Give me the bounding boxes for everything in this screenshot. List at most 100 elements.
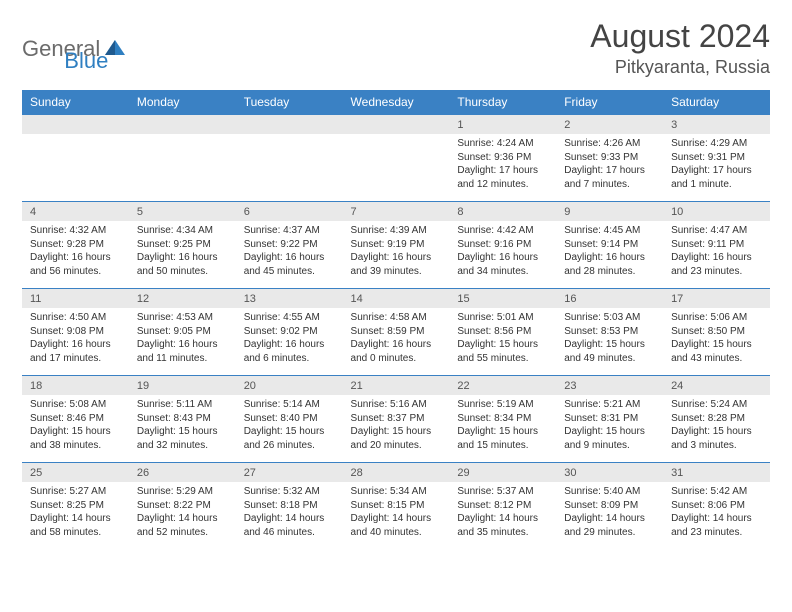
daylight-line: Daylight: 15 hours and 20 minutes. bbox=[351, 425, 442, 452]
day-data-row: Sunrise: 4:50 AMSunset: 9:08 PMDaylight:… bbox=[22, 308, 770, 376]
day-number-cell: 14 bbox=[343, 289, 450, 309]
sunrise-line: Sunrise: 4:29 AM bbox=[671, 137, 762, 151]
sunrise-line: Sunrise: 4:34 AM bbox=[137, 224, 228, 238]
day-number-row: 123 bbox=[22, 115, 770, 135]
daylight-line: Daylight: 14 hours and 23 minutes. bbox=[671, 512, 762, 539]
day-number-cell: 30 bbox=[556, 463, 663, 483]
day-number-cell: 26 bbox=[129, 463, 236, 483]
daylight-line: Daylight: 17 hours and 12 minutes. bbox=[457, 164, 548, 191]
sunrise-line: Sunrise: 5:21 AM bbox=[564, 398, 655, 412]
day-number-cell: 17 bbox=[663, 289, 770, 309]
day-number-cell: 15 bbox=[449, 289, 556, 309]
sunrise-line: Sunrise: 5:16 AM bbox=[351, 398, 442, 412]
day-data-cell bbox=[236, 134, 343, 202]
day-data-cell: Sunrise: 4:24 AMSunset: 9:36 PMDaylight:… bbox=[449, 134, 556, 202]
day-number-cell: 4 bbox=[22, 202, 129, 222]
day-number-cell: 3 bbox=[663, 115, 770, 135]
sunset-line: Sunset: 9:02 PM bbox=[244, 325, 335, 339]
sunrise-line: Sunrise: 5:32 AM bbox=[244, 485, 335, 499]
day-number-row: 11121314151617 bbox=[22, 289, 770, 309]
day-number-cell: 22 bbox=[449, 376, 556, 396]
sunset-line: Sunset: 8:46 PM bbox=[30, 412, 121, 426]
day-number-cell: 25 bbox=[22, 463, 129, 483]
sunrise-line: Sunrise: 4:55 AM bbox=[244, 311, 335, 325]
sunset-line: Sunset: 8:22 PM bbox=[137, 499, 228, 513]
day-data-row: Sunrise: 4:24 AMSunset: 9:36 PMDaylight:… bbox=[22, 134, 770, 202]
daylight-line: Daylight: 15 hours and 15 minutes. bbox=[457, 425, 548, 452]
day-number-cell: 2 bbox=[556, 115, 663, 135]
header: General Blue August 2024 Pitkyaranta, Ru… bbox=[22, 18, 770, 78]
day-number-cell: 11 bbox=[22, 289, 129, 309]
sunset-line: Sunset: 9:31 PM bbox=[671, 151, 762, 165]
sunrise-line: Sunrise: 5:29 AM bbox=[137, 485, 228, 499]
day-data-cell: Sunrise: 4:55 AMSunset: 9:02 PMDaylight:… bbox=[236, 308, 343, 376]
day-number-cell: 6 bbox=[236, 202, 343, 222]
daylight-line: Daylight: 17 hours and 7 minutes. bbox=[564, 164, 655, 191]
sunset-line: Sunset: 8:37 PM bbox=[351, 412, 442, 426]
sunrise-line: Sunrise: 4:32 AM bbox=[30, 224, 121, 238]
daylight-line: Daylight: 15 hours and 3 minutes. bbox=[671, 425, 762, 452]
day-data-cell: Sunrise: 5:16 AMSunset: 8:37 PMDaylight:… bbox=[343, 395, 450, 463]
day-data-cell: Sunrise: 4:47 AMSunset: 9:11 PMDaylight:… bbox=[663, 221, 770, 289]
sunset-line: Sunset: 9:33 PM bbox=[564, 151, 655, 165]
day-data-cell: Sunrise: 5:34 AMSunset: 8:15 PMDaylight:… bbox=[343, 482, 450, 549]
day-data-row: Sunrise: 4:32 AMSunset: 9:28 PM Daylight:… bbox=[22, 221, 770, 289]
day-data-cell bbox=[129, 134, 236, 202]
daylight-line: Daylight: 16 hours and 34 minutes. bbox=[457, 251, 548, 278]
day-number-cell: 7 bbox=[343, 202, 450, 222]
day-number-cell: 16 bbox=[556, 289, 663, 309]
day-data-cell: Sunrise: 4:58 AMSunset: 8:59 PMDaylight:… bbox=[343, 308, 450, 376]
sunset-line: Sunset: 9:16 PM bbox=[457, 238, 548, 252]
sunrise-line: Sunrise: 5:14 AM bbox=[244, 398, 335, 412]
day-number-cell: 8 bbox=[449, 202, 556, 222]
day-number-cell: 18 bbox=[22, 376, 129, 396]
day-number-cell: 9 bbox=[556, 202, 663, 222]
sunset-line: Sunset: 9:28 PM bbox=[30, 238, 121, 252]
day-data-cell: Sunrise: 5:11 AMSunset: 8:43 PMDaylight:… bbox=[129, 395, 236, 463]
calendar-table: SundayMondayTuesdayWednesdayThursdayFrid… bbox=[22, 90, 770, 549]
sunrise-line: Sunrise: 5:01 AM bbox=[457, 311, 548, 325]
day-number-cell: 19 bbox=[129, 376, 236, 396]
daylight-line: Daylight: 16 hours and 23 minutes. bbox=[671, 251, 762, 278]
dow-cell: Tuesday bbox=[236, 90, 343, 115]
day-number-cell: 1 bbox=[449, 115, 556, 135]
sunset-line: Sunset: 9:19 PM bbox=[351, 238, 442, 252]
sunrise-line: Sunrise: 5:24 AM bbox=[671, 398, 762, 412]
day-data-cell bbox=[22, 134, 129, 202]
daylight-line: Daylight: 15 hours and 49 minutes. bbox=[564, 338, 655, 365]
day-data-cell bbox=[343, 134, 450, 202]
day-data-cell: Sunrise: 4:37 AMSunset: 9:22 PMDaylight:… bbox=[236, 221, 343, 289]
daylight-line: Daylight: 14 hours and 58 minutes. bbox=[30, 512, 121, 539]
daylight-line: Daylight: 14 hours and 52 minutes. bbox=[137, 512, 228, 539]
sunset-line: Sunset: 8:43 PM bbox=[137, 412, 228, 426]
daylight-line: Daylight: 14 hours and 46 minutes. bbox=[244, 512, 335, 539]
sunset-line: Sunset: 9:14 PM bbox=[564, 238, 655, 252]
daylight-line: Daylight: 17 hours and 1 minute. bbox=[671, 164, 762, 191]
sunrise-line: Sunrise: 5:40 AM bbox=[564, 485, 655, 499]
day-data-cell: Sunrise: 4:50 AMSunset: 9:08 PMDaylight:… bbox=[22, 308, 129, 376]
daylight-line: Daylight: 16 hours and 45 minutes. bbox=[244, 251, 335, 278]
sunset-line: Sunset: 9:05 PM bbox=[137, 325, 228, 339]
sunset-line: Sunset: 8:50 PM bbox=[671, 325, 762, 339]
day-number-cell bbox=[129, 115, 236, 135]
day-data-cell: Sunrise: 5:27 AMSunset: 8:25 PMDaylight:… bbox=[22, 482, 129, 549]
day-data-row: Sunrise: 5:08 AMSunset: 8:46 PM Daylight:… bbox=[22, 395, 770, 463]
sunset-line: Sunset: 8:59 PM bbox=[351, 325, 442, 339]
day-number-row: 18192021222324 bbox=[22, 376, 770, 396]
day-data-row: Sunrise: 5:27 AMSunset: 8:25 PMDaylight:… bbox=[22, 482, 770, 549]
daylight-line: Daylight: 16 hours and 28 minutes. bbox=[564, 251, 655, 278]
daylight-line: Daylight: 16 hours and 50 minutes. bbox=[137, 251, 228, 278]
sunrise-line: Sunrise: 5:06 AM bbox=[671, 311, 762, 325]
sunrise-line: Sunrise: 5:27 AM bbox=[30, 485, 121, 499]
sunset-line: Sunset: 9:22 PM bbox=[244, 238, 335, 252]
day-number-row: 45678910 bbox=[22, 202, 770, 222]
day-data-cell: Sunrise: 5:14 AMSunset: 8:40 PMDaylight:… bbox=[236, 395, 343, 463]
day-data-cell: Sunrise: 5:08 AMSunset: 8:46 PMDaylight:… bbox=[22, 395, 129, 463]
day-data-cell: Sunrise: 5:06 AMSunset: 8:50 PMDaylight:… bbox=[663, 308, 770, 376]
sunset-line: Sunset: 9:08 PM bbox=[30, 325, 121, 339]
sunrise-line: Sunrise: 5:08 AM bbox=[30, 398, 121, 412]
daylight-line: Daylight: 16 hours and 39 minutes. bbox=[351, 251, 442, 278]
sunrise-line: Sunrise: 4:42 AM bbox=[457, 224, 548, 238]
dow-cell: Monday bbox=[129, 90, 236, 115]
sunset-line: Sunset: 8:12 PM bbox=[457, 499, 548, 513]
